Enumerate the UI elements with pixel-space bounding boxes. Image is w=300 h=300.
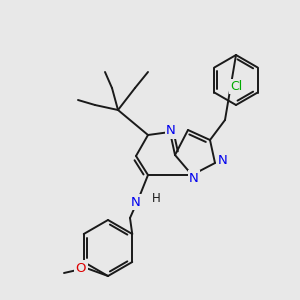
- Text: O: O: [76, 262, 86, 275]
- Text: H: H: [152, 191, 161, 205]
- Text: N: N: [166, 124, 176, 137]
- Text: Cl: Cl: [230, 80, 242, 93]
- Text: N: N: [131, 196, 141, 208]
- Text: N: N: [218, 154, 228, 167]
- Text: N: N: [189, 172, 199, 184]
